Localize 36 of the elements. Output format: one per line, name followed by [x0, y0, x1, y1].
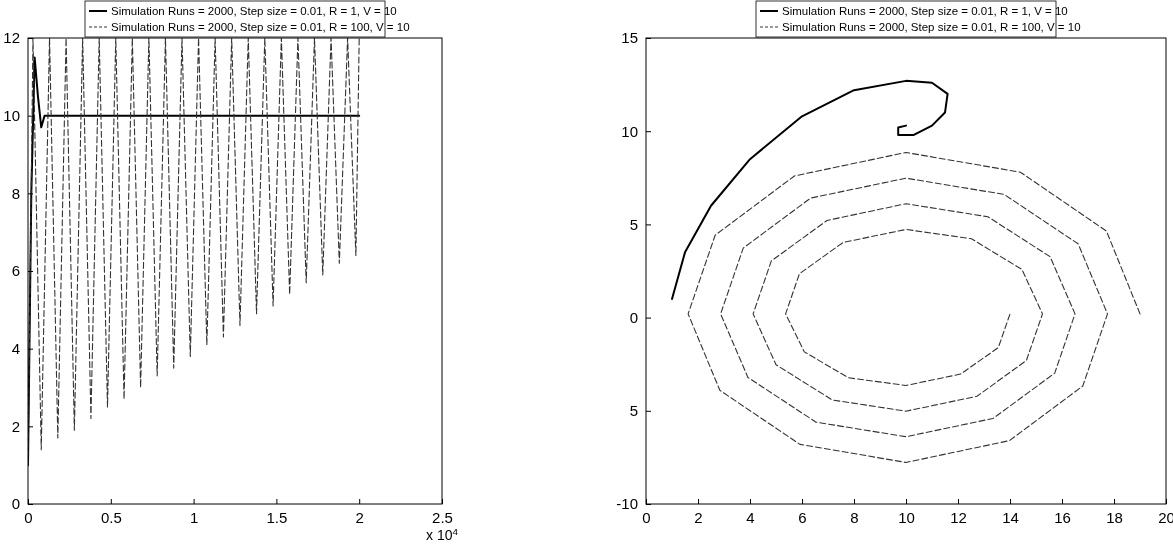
line-series: [671, 79, 949, 300]
x-tick-label: 1.5: [266, 508, 288, 526]
x-tick-label: 6: [798, 508, 807, 526]
x-tick-label: 10: [898, 508, 915, 526]
x-tick-label: 2.5: [432, 508, 453, 526]
y-tick-label: 10: [621, 122, 638, 140]
x-tick-label: 0.5: [100, 508, 122, 526]
y-tick-label: 0: [11, 495, 20, 513]
y-tick-label: 10: [3, 106, 20, 124]
legend-label: Simulation Runs = 2000, Step size = 0.01, R = 100, V = 10: [111, 21, 410, 33]
x-tick-label: 16: [1054, 508, 1071, 526]
legend-label: Simulation Runs = 2000, Step size = 0.01, R = 1, V = 10: [782, 5, 1068, 17]
x-tick-label: 2: [355, 508, 364, 526]
y-tick-label: 2: [11, 417, 20, 435]
y-tick-label: 15: [621, 29, 638, 47]
x-tick-label: 14: [1002, 508, 1019, 526]
legend-label: Simulation Runs = 2000, Step size = 0.01, R = 1, V = 10: [111, 5, 397, 17]
y-tick-label: 5: [629, 215, 638, 233]
x-tick-label: 0: [24, 508, 33, 526]
y-tick-label: 0: [629, 308, 638, 326]
x-tick-label: 0: [642, 508, 651, 526]
legend-label: Simulation Runs = 2000, Step size = 0.01, R = 100, V = 10: [782, 21, 1081, 33]
y-tick-label: 4: [11, 339, 20, 357]
y-tick-label: -10: [616, 495, 638, 513]
x-axis-title: x 10$^{4}$: [426, 525, 459, 543]
y-tick-label: 12: [3, 29, 20, 47]
x-tick-label: 1: [189, 508, 199, 526]
x-tick-label: 4: [746, 508, 755, 526]
x-tick-label: 2: [694, 508, 703, 526]
line-series: [687, 151, 1141, 463]
x-tick-label: 12: [950, 508, 967, 526]
y-tick-label: 6: [11, 262, 20, 280]
y-tick-label: 8: [11, 184, 20, 202]
x-tick-label: 18: [1106, 508, 1123, 526]
y-tick-label: 5: [629, 402, 638, 420]
x-tick-label: 8: [850, 508, 859, 526]
